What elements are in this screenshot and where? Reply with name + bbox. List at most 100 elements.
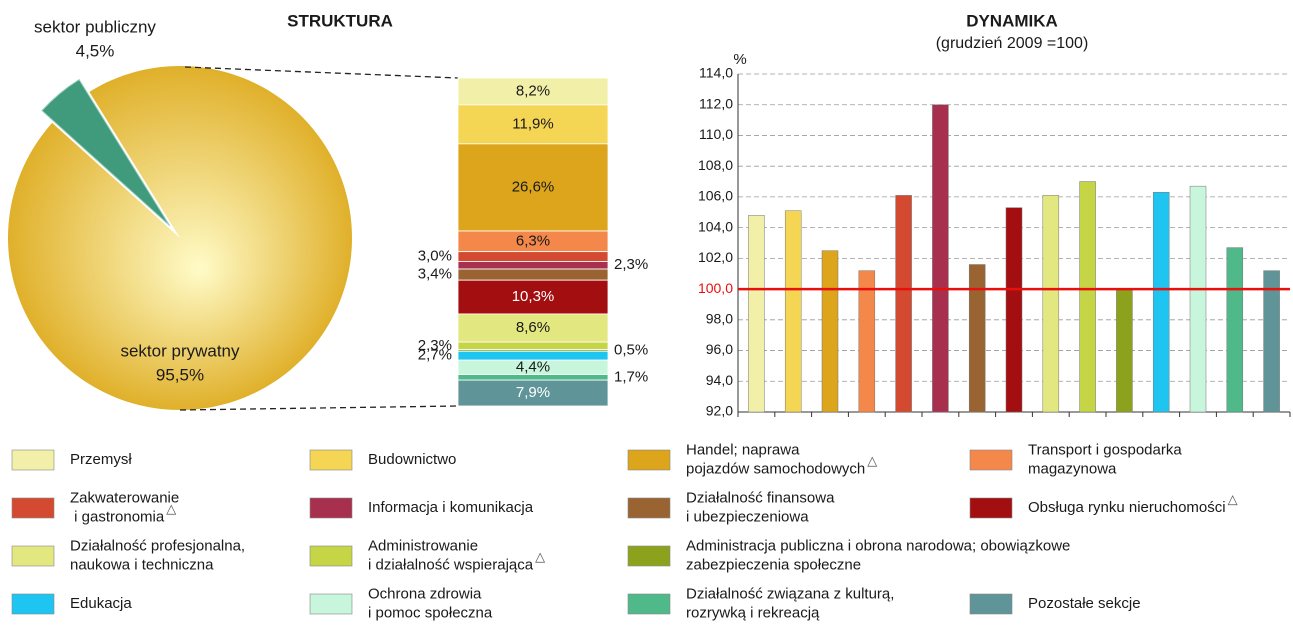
legend-swatch xyxy=(627,545,671,567)
chart-subtitle: (grudzień 2009 =100) xyxy=(936,35,1089,52)
bar xyxy=(932,104,949,413)
y-axis-label: % xyxy=(733,51,746,68)
y-tick-label: 92,0 xyxy=(706,403,733,419)
slice-value: 95,5% xyxy=(156,365,204,384)
slice-value: 4,5% xyxy=(76,41,115,60)
legend-swatch xyxy=(309,545,353,567)
legend-label: Działalność finansowa i ubezpieczeniowa xyxy=(686,489,835,525)
legend-label: Transport i gospodarka magazynowa xyxy=(1028,441,1182,477)
bar xyxy=(1116,288,1133,413)
segment-label: 10,3% xyxy=(512,288,555,305)
segment-label: 3,4% xyxy=(418,266,452,283)
legend-swatch xyxy=(11,593,55,615)
stack-segment xyxy=(457,313,609,343)
legend-swatch xyxy=(627,497,671,519)
y-tick-label: 112,0 xyxy=(699,95,733,111)
bar xyxy=(1152,192,1170,413)
segment-label: 2,3% xyxy=(614,256,648,273)
stack-segment xyxy=(457,374,609,381)
legend-swatch xyxy=(11,545,55,567)
stack-segment xyxy=(457,268,609,281)
legend-label: Zakwaterowanie i gastronomia xyxy=(70,489,179,525)
pie-slice xyxy=(41,78,171,227)
legend-note: △ xyxy=(166,501,176,516)
connector xyxy=(184,66,459,79)
stack-segment xyxy=(457,77,609,106)
connector xyxy=(179,405,459,411)
segment-label: 8,6% xyxy=(516,319,550,336)
legend-label: Obsługa rynku nieruchomości xyxy=(1028,499,1226,516)
y-tick-label: 94,0 xyxy=(706,372,733,388)
stack-segment xyxy=(457,104,609,145)
legend-swatch xyxy=(969,593,1013,615)
y-tick-label: 114,0 xyxy=(699,65,733,81)
legend-label: Działalność związana z kulturą, rozrywką … xyxy=(686,585,894,621)
y-tick-label: 100,0 xyxy=(698,280,733,296)
segment-label: 2,7% xyxy=(418,347,452,364)
stack-segment xyxy=(457,143,609,232)
stack-segment xyxy=(457,261,609,270)
stack-segment xyxy=(457,379,609,407)
legend-swatch xyxy=(969,497,1013,519)
legend-note: △ xyxy=(867,453,877,468)
stack-segment xyxy=(457,279,609,315)
bar xyxy=(968,264,986,413)
y-tick-label: 106,0 xyxy=(698,188,733,204)
legend-label: Administracja publiczna i obrona narodow… xyxy=(686,537,1070,573)
segment-label: 4,4% xyxy=(516,358,550,375)
segment-label: 0,5% xyxy=(614,341,648,358)
stack-segment xyxy=(457,251,609,262)
bar xyxy=(1079,181,1096,413)
bar xyxy=(1263,270,1280,413)
bar xyxy=(1042,195,1060,413)
legend-label: Administrowanie i działalność wspierająca xyxy=(368,537,534,573)
y-tick-label: 96,0 xyxy=(706,341,733,357)
pie-slice xyxy=(7,65,352,410)
y-tick-label: 102,0 xyxy=(698,249,733,265)
segment-label: 8,2% xyxy=(516,82,550,99)
segment-label: 1,7% xyxy=(614,368,648,385)
y-tick-label: 104,0 xyxy=(698,218,733,234)
bar xyxy=(1005,207,1023,413)
segment-label: 11,9% xyxy=(512,115,553,132)
legend-swatch xyxy=(627,449,671,471)
legend-label: Handel; naprawa pojazdów samochodowych xyxy=(686,441,865,477)
bar xyxy=(858,270,876,413)
segment-label: 2,3% xyxy=(418,337,452,354)
bar xyxy=(1226,247,1244,413)
stack-segment xyxy=(457,341,609,351)
bar xyxy=(748,215,765,413)
y-tick-label: 110,0 xyxy=(699,126,733,142)
slice-label: sektor publiczny xyxy=(34,17,156,36)
legend-swatch xyxy=(309,593,353,615)
bar xyxy=(895,195,912,413)
legend-label: Działalność profesjonalna, naukowa i tech… xyxy=(70,537,245,573)
legend-swatch xyxy=(11,497,55,519)
slice-label: sektor prywatny xyxy=(120,341,240,360)
legend-swatch xyxy=(969,449,1013,471)
chart-title: DYNAMIKA xyxy=(966,11,1058,30)
legend-label: Przemysł xyxy=(70,451,132,468)
legend-swatch xyxy=(309,497,353,519)
y-tick-label: 98,0 xyxy=(706,311,733,327)
legend-swatch xyxy=(627,593,671,615)
legend-label: Budownictwo xyxy=(368,451,456,468)
y-tick-label: 108,0 xyxy=(698,157,733,173)
legend-label: Pozostałe sekcje xyxy=(1028,595,1141,612)
bar xyxy=(1189,185,1207,413)
legend-label: Ochrona zdrowia i pomoc społeczna xyxy=(368,585,493,621)
legend-label: Informacja i komunikacja xyxy=(368,499,534,516)
segment-label: 7,9% xyxy=(516,384,550,401)
chart-title: STRUKTURA xyxy=(287,11,393,30)
legend-swatch xyxy=(11,449,55,471)
bar xyxy=(784,210,802,413)
segment-label: 3,0% xyxy=(418,248,452,265)
legend-note: △ xyxy=(535,549,545,564)
bar xyxy=(821,250,839,413)
legend-label: Edukacja xyxy=(70,595,132,612)
legend-note: △ xyxy=(1228,491,1238,506)
segment-label: 26,6% xyxy=(512,178,555,195)
segment-label: 6,3% xyxy=(516,232,550,249)
legend-swatch xyxy=(309,449,353,471)
